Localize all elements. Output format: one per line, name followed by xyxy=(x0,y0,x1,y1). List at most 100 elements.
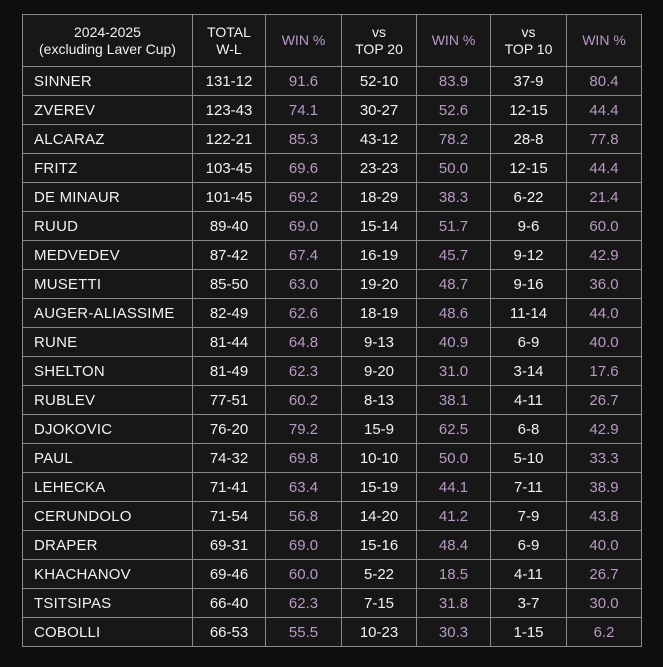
vs-top10-wl-cell: 6-22 xyxy=(490,182,567,212)
header-season: 2024-2025 (excluding Laver Cup) xyxy=(22,14,193,67)
player-name-cell: CERUNDOLO xyxy=(22,501,193,531)
table-row: COBOLLI 66-53 55.5 10-23 30.3 1-15 6.2 xyxy=(22,617,642,647)
top10-win-pct-cell: 40.0 xyxy=(566,530,642,560)
header-row: 2024-2025 (excluding Laver Cup) TOTAL W-… xyxy=(22,14,642,67)
top20-win-pct-cell: 38.1 xyxy=(416,385,491,415)
header-win-pct-total: WIN % xyxy=(265,14,342,67)
total-wl-cell: 131-12 xyxy=(192,66,266,96)
header-vs-top10: vs TOP 10 xyxy=(490,14,567,67)
top10-win-pct-cell: 38.9 xyxy=(566,472,642,502)
top10-win-pct-cell: 42.9 xyxy=(566,240,642,270)
total-win-pct-cell: 62.3 xyxy=(265,356,342,386)
player-name-cell: TSITSIPAS xyxy=(22,588,193,618)
total-line2: W-L xyxy=(216,40,242,57)
player-stats-table: 2024-2025 (excluding Laver Cup) TOTAL W-… xyxy=(22,14,642,647)
total-wl-cell: 101-45 xyxy=(192,182,266,212)
vs-top20-wl-cell: 14-20 xyxy=(341,501,417,531)
total-wl-cell: 89-40 xyxy=(192,211,266,241)
top20-win-pct-cell: 50.0 xyxy=(416,443,491,473)
top20-win-pct-cell: 48.7 xyxy=(416,269,491,299)
top10-win-pct-cell: 26.7 xyxy=(566,385,642,415)
top20-win-pct-cell: 52.6 xyxy=(416,95,491,125)
top20-win-pct-cell: 31.8 xyxy=(416,588,491,618)
total-line1: TOTAL xyxy=(207,23,251,40)
player-name-cell: RUNE xyxy=(22,327,193,357)
table-row: RUNE 81-44 64.8 9-13 40.9 6-9 40.0 xyxy=(22,327,642,357)
top10-win-pct-cell: 44.4 xyxy=(566,95,642,125)
total-win-pct-cell: 67.4 xyxy=(265,240,342,270)
player-name-cell: ZVEREV xyxy=(22,95,193,125)
top20-win-pct-cell: 45.7 xyxy=(416,240,491,270)
player-name-cell: DJOKOVIC xyxy=(22,414,193,444)
vs-top20-wl-cell: 23-23 xyxy=(341,153,417,183)
top10-win-pct-cell: 40.0 xyxy=(566,327,642,357)
table-row: DE MINAUR 101-45 69.2 18-29 38.3 6-22 21.4 xyxy=(22,182,642,212)
player-name-cell: PAUL xyxy=(22,443,193,473)
vs-top10-wl-cell: 5-10 xyxy=(490,443,567,473)
top20-label: TOP 20 xyxy=(355,40,403,57)
vs-top20-wl-cell: 15-16 xyxy=(341,530,417,560)
vs-top20-wl-cell: 8-13 xyxy=(341,385,417,415)
player-name-cell: SINNER xyxy=(22,66,193,96)
total-wl-cell: 74-32 xyxy=(192,443,266,473)
vs-top20-wl-cell: 7-15 xyxy=(341,588,417,618)
vs-top10-wl-cell: 6-8 xyxy=(490,414,567,444)
vs-top20-wl-cell: 9-13 xyxy=(341,327,417,357)
total-wl-cell: 87-42 xyxy=(192,240,266,270)
top20-win-pct-cell: 18.5 xyxy=(416,559,491,589)
player-name-cell: AUGER-ALIASSIME xyxy=(22,298,193,328)
top20-win-pct-cell: 41.2 xyxy=(416,501,491,531)
total-wl-cell: 82-49 xyxy=(192,298,266,328)
top20-win-pct-cell: 83.9 xyxy=(416,66,491,96)
top10-win-pct-cell: 43.8 xyxy=(566,501,642,531)
total-win-pct-cell: 62.6 xyxy=(265,298,342,328)
total-wl-cell: 69-46 xyxy=(192,559,266,589)
vs-top20-wl-cell: 19-20 xyxy=(341,269,417,299)
top10-win-pct-cell: 44.4 xyxy=(566,153,642,183)
total-win-pct-cell: 91.6 xyxy=(265,66,342,96)
total-wl-cell: 66-53 xyxy=(192,617,266,647)
vs-top10-wl-cell: 9-12 xyxy=(490,240,567,270)
table-row: RUUD 89-40 69.0 15-14 51.7 9-6 60.0 xyxy=(22,211,642,241)
player-name-cell: ALCARAZ xyxy=(22,124,193,154)
vs-label: vs xyxy=(372,23,386,40)
vs-top10-wl-cell: 9-6 xyxy=(490,211,567,241)
total-win-pct-cell: 69.6 xyxy=(265,153,342,183)
total-win-pct-cell: 55.5 xyxy=(265,617,342,647)
total-win-pct-cell: 60.2 xyxy=(265,385,342,415)
player-name-cell: SHELTON xyxy=(22,356,193,386)
table-row: MUSETTI 85-50 63.0 19-20 48.7 9-16 36.0 xyxy=(22,269,642,299)
total-win-pct-cell: 64.8 xyxy=(265,327,342,357)
vs-top10-wl-cell: 3-7 xyxy=(490,588,567,618)
header-vs-top20: vs TOP 20 xyxy=(341,14,417,67)
vs-top10-wl-cell: 6-9 xyxy=(490,530,567,560)
vs-top20-wl-cell: 30-27 xyxy=(341,95,417,125)
total-wl-cell: 81-44 xyxy=(192,327,266,357)
total-wl-cell: 77-51 xyxy=(192,385,266,415)
vs-top10-wl-cell: 11-14 xyxy=(490,298,567,328)
top10-win-pct-cell: 30.0 xyxy=(566,588,642,618)
top10-win-pct-cell: 26.7 xyxy=(566,559,642,589)
table-row: LEHECKA 71-41 63.4 15-19 44.1 7-11 38.9 xyxy=(22,472,642,502)
table-row: AUGER-ALIASSIME 82-49 62.6 18-19 48.6 11-14 44… xyxy=(22,298,642,328)
total-win-pct-cell: 60.0 xyxy=(265,559,342,589)
top10-win-pct-cell: 21.4 xyxy=(566,182,642,212)
vs-top20-wl-cell: 5-22 xyxy=(341,559,417,589)
player-name-cell: MUSETTI xyxy=(22,269,193,299)
vs-top10-wl-cell: 7-11 xyxy=(490,472,567,502)
top10-win-pct-cell: 44.0 xyxy=(566,298,642,328)
player-name-cell: DE MINAUR xyxy=(22,182,193,212)
total-wl-cell: 103-45 xyxy=(192,153,266,183)
player-name-cell: MEDVEDEV xyxy=(22,240,193,270)
top20-win-pct-cell: 40.9 xyxy=(416,327,491,357)
table-row: KHACHANOV 69-46 60.0 5-22 18.5 4-11 26.7 xyxy=(22,559,642,589)
player-name-cell: RUUD xyxy=(22,211,193,241)
vs-top10-wl-cell: 28-8 xyxy=(490,124,567,154)
top20-win-pct-cell: 51.7 xyxy=(416,211,491,241)
total-win-pct-cell: 69.2 xyxy=(265,182,342,212)
table-row: ZVEREV 123-43 74.1 30-27 52.6 12-15 44.4 xyxy=(22,95,642,125)
vs-top20-wl-cell: 18-19 xyxy=(341,298,417,328)
table-row: CERUNDOLO 71-54 56.8 14-20 41.2 7-9 43.8 xyxy=(22,501,642,531)
header-win-pct-top10: WIN % xyxy=(566,14,642,67)
top10-win-pct-cell: 36.0 xyxy=(566,269,642,299)
